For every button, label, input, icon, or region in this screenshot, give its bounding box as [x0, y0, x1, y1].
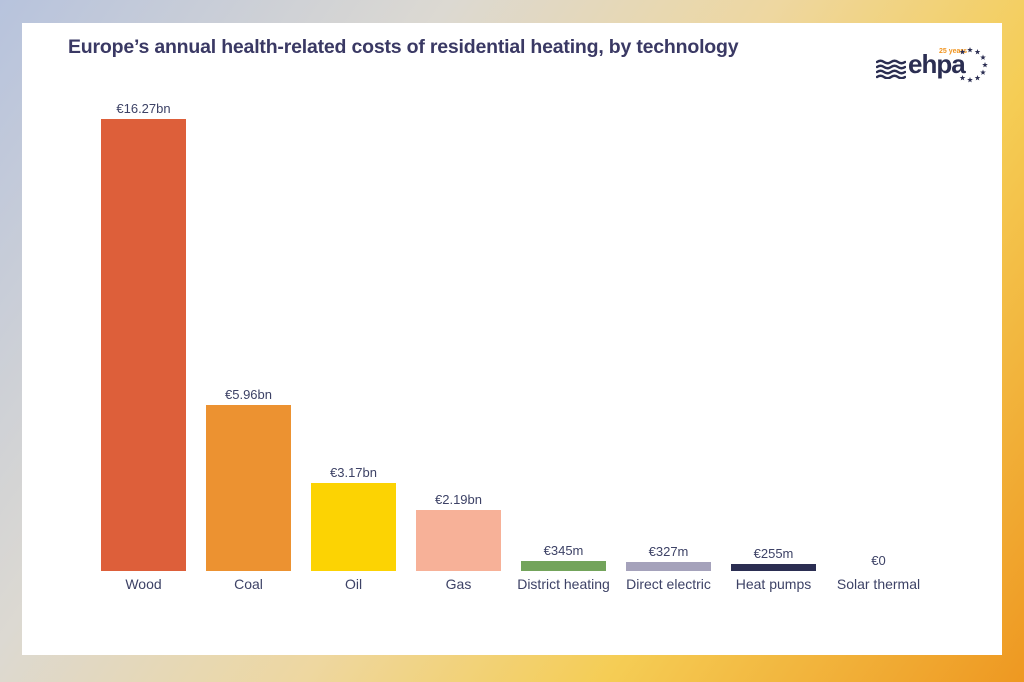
bar-zone: €3.17bn	[301, 100, 406, 571]
eu-stars-icon	[959, 47, 988, 83]
bar	[311, 483, 396, 571]
bar	[731, 564, 816, 571]
bar	[416, 510, 501, 571]
bar-value-label: €5.96bn	[225, 387, 272, 402]
bar-category-label: Heat pumps	[735, 576, 812, 592]
bar	[206, 405, 291, 571]
waves-icon	[876, 59, 906, 79]
bar-category-label: Gas	[445, 576, 472, 592]
bar-column: €3.17bn Oil	[301, 100, 406, 592]
bar-chart: €16.27bn Wood €5.96bn Coal €3.17bn Oil €2.19bn…	[91, 100, 931, 592]
bar-category-label: Coal	[234, 576, 263, 592]
bar-value-label: €0	[871, 553, 886, 568]
bar-value-label: €255m	[753, 546, 794, 561]
bar-value-label: €16.27bn	[116, 101, 171, 116]
bar-zone: €0	[826, 100, 931, 571]
bar-value-label: €3.17bn	[330, 465, 377, 480]
ehpa-logo: ehpa 25 years	[876, 45, 988, 87]
bar	[626, 562, 711, 571]
bar-zone: €255m	[721, 100, 826, 571]
bar-zone: €2.19bn	[406, 100, 511, 571]
bar-category-label: Oil	[344, 576, 363, 592]
bar-value-label: €2.19bn	[435, 492, 482, 507]
logo-badge: 25 years	[938, 48, 967, 55]
bar-column: €345m District heating	[511, 100, 616, 592]
chart-card: Europe’s annual health-related costs of …	[22, 23, 1002, 655]
bar-zone: €345m	[511, 100, 616, 571]
bar-column: €5.96bn Coal	[196, 100, 301, 592]
bar	[101, 119, 186, 571]
bar-column: €2.19bn Gas	[406, 100, 511, 592]
bar-column: €327m Direct electric	[616, 100, 721, 592]
bar-category-label: Direct electric	[626, 576, 711, 592]
bar-value-label: €327m	[648, 544, 689, 559]
bar-zone: €16.27bn	[91, 100, 196, 571]
bar-zone: €327m	[616, 100, 721, 571]
bar-value-label: €345m	[543, 543, 584, 558]
bar-category-label: Wood	[125, 576, 162, 592]
bar-category-label: Solar thermal	[836, 576, 921, 592]
bar-column: €0 Solar thermal	[826, 100, 931, 592]
bar	[521, 561, 606, 571]
logo-text: ehpa	[908, 49, 966, 79]
bar-column: €255m Heat pumps	[721, 100, 826, 592]
bar-category-label: District heating	[517, 576, 610, 592]
chart-title: Europe’s annual health-related costs of …	[68, 36, 739, 58]
bar-column: €16.27bn Wood	[91, 100, 196, 592]
bar-zone: €5.96bn	[196, 100, 301, 571]
